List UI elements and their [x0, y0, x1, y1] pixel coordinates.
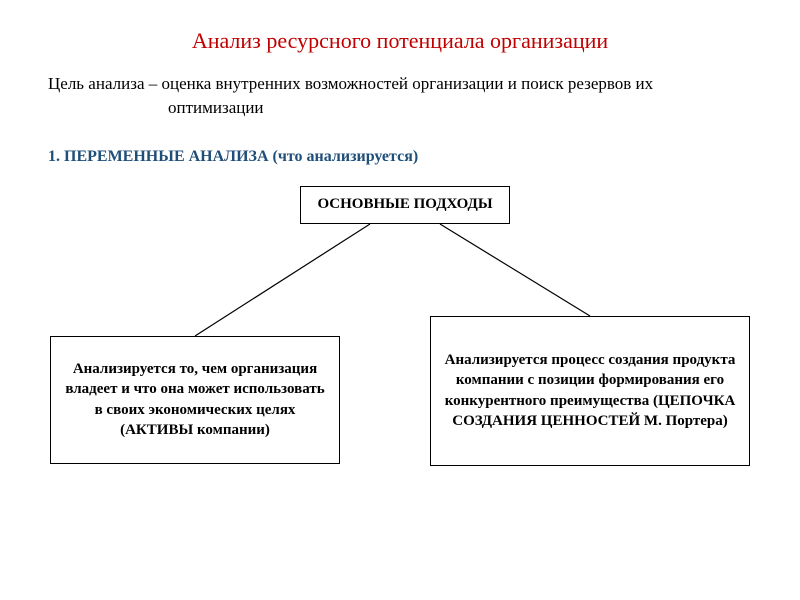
- root-box: ОСНОВНЫЕ ПОДХОДЫ: [300, 186, 510, 224]
- subtitle-line2: оптимизации: [48, 96, 760, 120]
- left-box: Анализируется то, чем организация владее…: [50, 336, 340, 464]
- subtitle-block: Цель анализа – оценка внутренних возможн…: [0, 54, 800, 120]
- connector-left: [195, 224, 370, 336]
- section-heading: 1. ПЕРЕМЕННЫЕ АНАЛИЗА (что анализируется…: [0, 120, 800, 166]
- connector-right: [440, 224, 590, 316]
- subtitle-line1: Цель анализа – оценка внутренних возможн…: [48, 74, 653, 93]
- diagram-container: ОСНОВНЫЕ ПОДХОДЫ Анализируется то, чем о…: [0, 186, 800, 526]
- page-title: Анализ ресурсного потенциала организации: [0, 0, 800, 54]
- right-box: Анализируется процесс создания продукта …: [430, 316, 750, 466]
